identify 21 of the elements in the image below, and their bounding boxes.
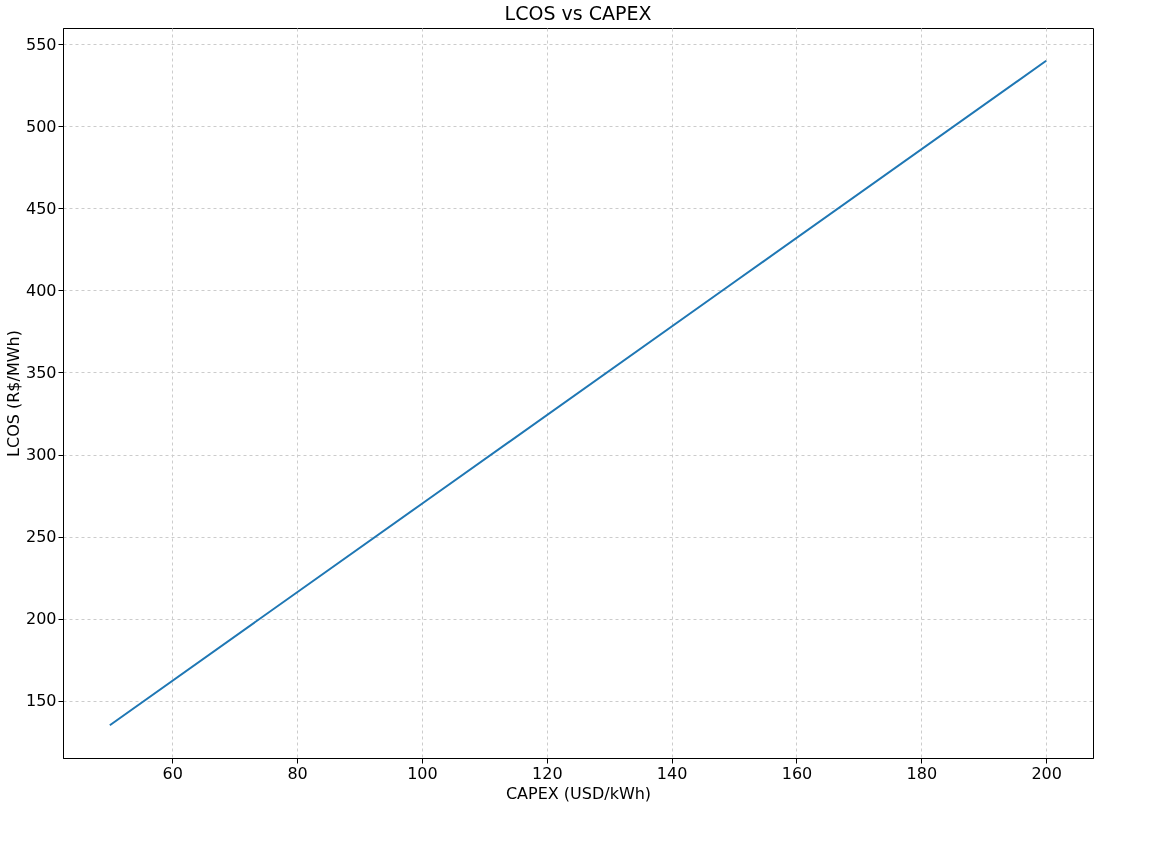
x-tick-label: 140 xyxy=(656,763,688,783)
x-tick-label: 180 xyxy=(906,763,938,783)
x-tick-label: 80 xyxy=(287,763,308,783)
y-tick-label: 250 xyxy=(25,527,57,547)
x-tick-label: 60 xyxy=(162,763,183,783)
y-axis-title: LCOS (R$/MWh) xyxy=(3,330,23,457)
chart-title: LCOS vs CAPEX xyxy=(504,2,652,24)
line-series xyxy=(108,59,1048,727)
x-tick-label: 160 xyxy=(781,763,813,783)
x-tick-label: 120 xyxy=(532,763,563,783)
y-tick-label: 400 xyxy=(25,280,57,300)
x-tick-label: 100 xyxy=(407,763,438,783)
y-tick-label: 150 xyxy=(25,691,57,711)
y-tick-label: 550 xyxy=(25,34,57,54)
x-tick-label: 200 xyxy=(1031,763,1062,783)
y-tick-label: 500 xyxy=(25,116,57,136)
y-tick-label: 200 xyxy=(25,609,57,629)
x-axis-title: CAPEX (USD/kWh) xyxy=(505,783,652,803)
y-tick-label: 450 xyxy=(25,198,57,218)
y-tick-label: 300 xyxy=(25,445,57,465)
y-tick-label: 350 xyxy=(25,362,57,382)
